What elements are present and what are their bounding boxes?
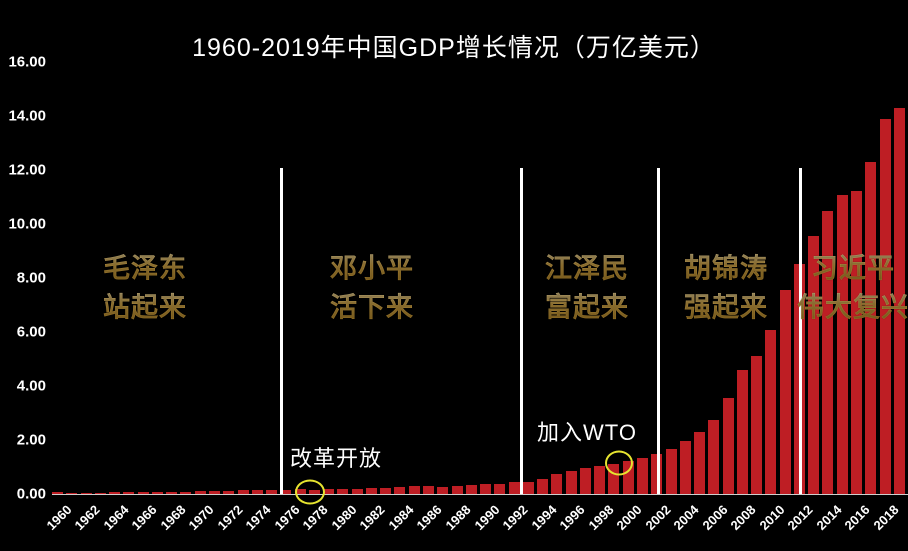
bar-1986 <box>422 486 434 494</box>
y-axis-tick-label: 16.00 <box>8 53 46 71</box>
bar-1967 <box>151 492 163 494</box>
chart-title: 1960-2019年中国GDP增长情况（万亿美元） <box>192 34 716 62</box>
y-axis-tick-label: 4.00 <box>16 377 46 395</box>
bar-1994 <box>537 479 549 494</box>
bar-1989 <box>465 485 477 494</box>
bar-1962 <box>80 493 92 494</box>
bar-1990 <box>480 484 491 494</box>
bar-1974 <box>251 490 263 494</box>
bar-1971 <box>208 491 220 494</box>
bar-1983 <box>380 488 392 494</box>
bar-1980 <box>337 489 349 494</box>
bar-2005 <box>694 432 705 494</box>
bar-1985 <box>408 486 420 494</box>
bar-1981 <box>351 489 363 494</box>
bar-1987 <box>437 487 449 494</box>
era-slogan-label: 强起来 <box>684 286 768 325</box>
bar-1982 <box>365 488 377 494</box>
y-axis-tick-label: 14.00 <box>8 107 46 125</box>
bar-2000 <box>622 461 634 494</box>
bar-1966 <box>137 492 149 494</box>
bar-1997 <box>579 468 591 494</box>
bar-1998 <box>594 466 606 494</box>
bar-1979 <box>323 489 335 494</box>
era-slogan-label: 伟大复兴 <box>797 286 908 325</box>
y-axis-tick-label: 6.00 <box>16 323 46 341</box>
era-divider-line <box>280 168 283 494</box>
bar-2003 <box>665 449 677 494</box>
bar-1976 <box>280 490 292 494</box>
bar-2014 <box>822 211 834 494</box>
y-axis-tick-label: 2.00 <box>16 431 46 449</box>
bar-1968 <box>166 492 178 494</box>
highlight-circle-wto <box>605 450 633 476</box>
bar-2001 <box>636 458 648 494</box>
bar-1999 <box>608 464 620 494</box>
x-axis-line <box>52 494 908 495</box>
era-leader-label: 习近平 <box>811 247 895 286</box>
era-divider-line <box>520 168 523 494</box>
era-leader-label: 江泽民 <box>545 247 629 286</box>
era-leader-label: 邓小平 <box>330 247 414 286</box>
bar-2019 <box>893 108 905 494</box>
annotation-reform-label: 改革开放 <box>289 446 383 471</box>
bar-1965 <box>123 492 135 494</box>
bar-1973 <box>237 490 249 494</box>
bar-2011 <box>779 290 791 494</box>
bar-2016 <box>850 191 862 494</box>
bar-2015 <box>836 195 848 494</box>
highlight-circle-reform <box>295 479 325 505</box>
bar-1993 <box>522 482 534 494</box>
bar-1963 <box>94 493 106 494</box>
bar-2004 <box>679 441 691 494</box>
bar-1991 <box>494 484 506 494</box>
bar-2006 <box>708 420 720 494</box>
bar-2018 <box>879 119 891 494</box>
era-divider-line <box>799 168 802 494</box>
bar-1960 <box>52 492 63 494</box>
annotation-wto-label: 加入WTO <box>537 420 637 445</box>
y-axis-tick-label: 12.00 <box>8 161 46 179</box>
bar-1995 <box>551 474 563 494</box>
bar-1975 <box>266 490 277 494</box>
bar-2013 <box>808 236 820 494</box>
y-axis-tick-label: 10.00 <box>8 215 46 233</box>
bar-1984 <box>394 487 406 494</box>
bar-2009 <box>751 356 763 494</box>
era-divider-line <box>657 168 660 494</box>
bar-2002 <box>651 454 663 494</box>
bar-2017 <box>865 162 877 494</box>
era-slogan-label: 活下来 <box>330 286 414 325</box>
bar-1996 <box>565 471 577 494</box>
bar-2010 <box>765 330 777 494</box>
era-leader-label: 胡锦涛 <box>684 247 768 286</box>
bar-1961 <box>66 493 78 494</box>
bar-1992 <box>508 482 520 494</box>
bar-1988 <box>451 486 463 494</box>
era-slogan-label: 站起来 <box>103 286 187 325</box>
bar-2007 <box>722 398 734 494</box>
bar-2008 <box>736 370 748 494</box>
y-axis-tick-label: 0.00 <box>16 485 46 503</box>
era-slogan-label: 富起来 <box>545 286 629 325</box>
bar-1970 <box>194 491 206 494</box>
bar-1972 <box>223 491 235 494</box>
bar-1964 <box>109 492 121 494</box>
y-axis-tick-label: 8.00 <box>16 269 46 287</box>
bar-1969 <box>180 492 192 494</box>
era-leader-label: 毛泽东 <box>103 247 187 286</box>
